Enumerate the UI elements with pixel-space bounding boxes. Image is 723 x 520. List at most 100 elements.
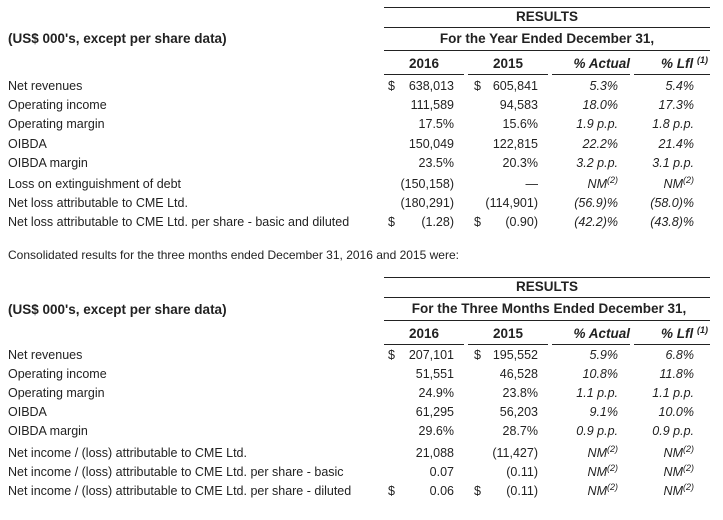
value-actual: 10.8% <box>582 367 618 382</box>
value-actual: NM(2) <box>587 481 618 498</box>
table-row: Net loss attributable to CME Ltd. (180,2… <box>0 194 723 213</box>
value-lfl: 3.1 p.p. <box>652 155 694 170</box>
value-2016: 24.9% <box>418 386 454 401</box>
col-rule-2016 <box>384 74 464 75</box>
period-rule <box>384 320 710 321</box>
row-label: Net income / (loss) attributable to CME … <box>8 445 247 460</box>
value-actual: NM(2) <box>587 462 618 479</box>
col-header-2015: 2015 <box>492 326 524 341</box>
table-row: Net revenues $ 638,013 $ 605,841 5.3% 5.… <box>0 77 723 96</box>
row-label: Net income / (loss) attributable to CME … <box>8 464 344 479</box>
currency-2015: $ <box>474 348 481 362</box>
currency-2016: $ <box>388 483 395 498</box>
period-label: For the Year Ended December 31, <box>439 31 655 46</box>
value-actual: 9.1% <box>589 405 619 420</box>
col-rule-2015 <box>468 74 548 75</box>
currency-2015: $ <box>474 215 481 230</box>
value-2015: (0.11) <box>506 483 538 498</box>
table-row: Net income / (loss) attributable to CME … <box>0 482 723 501</box>
value-2015: — <box>525 177 539 191</box>
table-row: Net income / (loss) attributable to CME … <box>0 463 723 482</box>
value-2016: (150,158) <box>400 177 454 191</box>
col-rule-lfl <box>634 74 710 75</box>
value-2015: (114,901) <box>485 196 538 211</box>
intertext-paragraph: Consolidated results for the three month… <box>8 248 459 262</box>
value-2016: 0.06 <box>429 483 454 498</box>
row-label: Net revenues <box>8 79 83 93</box>
col-header-2016: 2016 <box>408 56 440 71</box>
value-2015: (11,427) <box>492 445 538 460</box>
unit-label: (US$ 000's, except per share data) <box>8 31 227 46</box>
table-row: Operating margin 24.9% 23.8% 1.1 p.p. 1.… <box>0 384 723 403</box>
table-row: OIBDA margin 23.5% 20.3% 3.2 p.p. 3.1 p.… <box>0 154 723 173</box>
value-lfl: (43.8)% <box>650 215 694 230</box>
col-header-2016: 2016 <box>408 326 440 341</box>
col-rule-2016 <box>384 344 464 345</box>
value-lfl: 17.3% <box>658 98 694 113</box>
row-label: Net revenues <box>8 348 83 362</box>
row-label: OIBDA margin <box>8 155 88 170</box>
row-label: Net income / (loss) attributable to CME … <box>8 483 352 498</box>
unit-label: (US$ 000's, except per share data) <box>8 302 227 317</box>
value-2016: 21,088 <box>415 445 454 460</box>
value-2015: 46,528 <box>499 367 538 382</box>
top-rule <box>384 277 710 278</box>
value-lfl: (58.0)% <box>650 196 694 211</box>
value-2016: 150,049 <box>408 136 454 151</box>
value-2016: (180,291) <box>400 196 454 211</box>
results-rule <box>384 27 710 28</box>
col-rule-actual <box>552 344 630 345</box>
col-header-lfl: % Lfl (1) <box>660 325 708 342</box>
value-actual: NM(2) <box>587 175 618 192</box>
value-2016: 207,101 <box>408 348 454 362</box>
value-actual: 1.1 p.p. <box>576 386 618 401</box>
currency-2015: $ <box>474 79 481 93</box>
value-actual: 0.9 p.p. <box>576 424 618 439</box>
table-row: OIBDA margin 29.6% 28.7% 0.9 p.p. 0.9 p.… <box>0 422 723 441</box>
value-actual: (56.9)% <box>574 196 618 211</box>
currency-2015: $ <box>474 483 481 498</box>
value-2016: 23.5% <box>418 155 454 170</box>
col-rule-actual <box>552 74 630 75</box>
table-row: OIBDA 61,295 56,203 9.1% 10.0% <box>0 403 723 422</box>
results-label: RESULTS <box>515 279 578 294</box>
value-lfl: 0.9 p.p. <box>652 424 694 439</box>
value-actual: 18.0% <box>582 98 618 113</box>
value-2016: 51,551 <box>415 367 454 382</box>
value-2015: 15.6% <box>502 117 538 132</box>
value-2015: 94,583 <box>499 98 538 113</box>
currency-2016: $ <box>388 348 395 362</box>
row-label: OIBDA <box>8 405 47 420</box>
value-actual: NM(2) <box>587 443 618 460</box>
row-label: Operating margin <box>8 117 105 132</box>
row-label: Net loss attributable to CME Ltd. per sh… <box>8 215 350 230</box>
value-2015: 122,815 <box>492 136 538 151</box>
table-row: Operating income 111,589 94,583 18.0% 17… <box>0 96 723 115</box>
value-2015: (0.90) <box>505 215 538 230</box>
col-rule-lfl <box>634 344 710 345</box>
row-label: OIBDA <box>8 136 47 151</box>
value-lfl: NM(2) <box>663 175 694 192</box>
table-row: Net revenues $ 207,101 $ 195,552 5.9% 6.… <box>0 346 723 365</box>
value-2016: 0.07 <box>429 464 454 479</box>
value-2016: 111,589 <box>410 98 454 113</box>
table-row: Loss on extinguishment of debt (150,158)… <box>0 175 723 194</box>
col-header-lfl: % Lfl (1) <box>660 55 708 72</box>
results-label: RESULTS <box>515 9 578 24</box>
value-lfl: 5.4% <box>665 79 695 93</box>
value-actual: 3.2 p.p. <box>576 155 618 170</box>
value-2016: 61,295 <box>415 405 454 420</box>
value-lfl: NM(2) <box>663 462 694 479</box>
currency-2016: $ <box>388 79 395 93</box>
value-lfl: 21.4% <box>658 136 694 151</box>
period-label: For the Three Months Ended December 31, <box>411 301 687 316</box>
value-lfl: NM(2) <box>663 443 694 460</box>
value-lfl: 1.8 p.p. <box>652 117 694 132</box>
value-lfl: NM(2) <box>663 481 694 498</box>
col-header-actual: % Actual <box>573 56 630 71</box>
value-2015: 56,203 <box>499 405 538 420</box>
table-row: OIBDA 150,049 122,815 22.2% 21.4% <box>0 135 723 154</box>
value-actual: 22.2% <box>582 136 618 151</box>
value-2016: 17.5% <box>418 117 454 132</box>
table-row: Net income / (loss) attributable to CME … <box>0 444 723 463</box>
